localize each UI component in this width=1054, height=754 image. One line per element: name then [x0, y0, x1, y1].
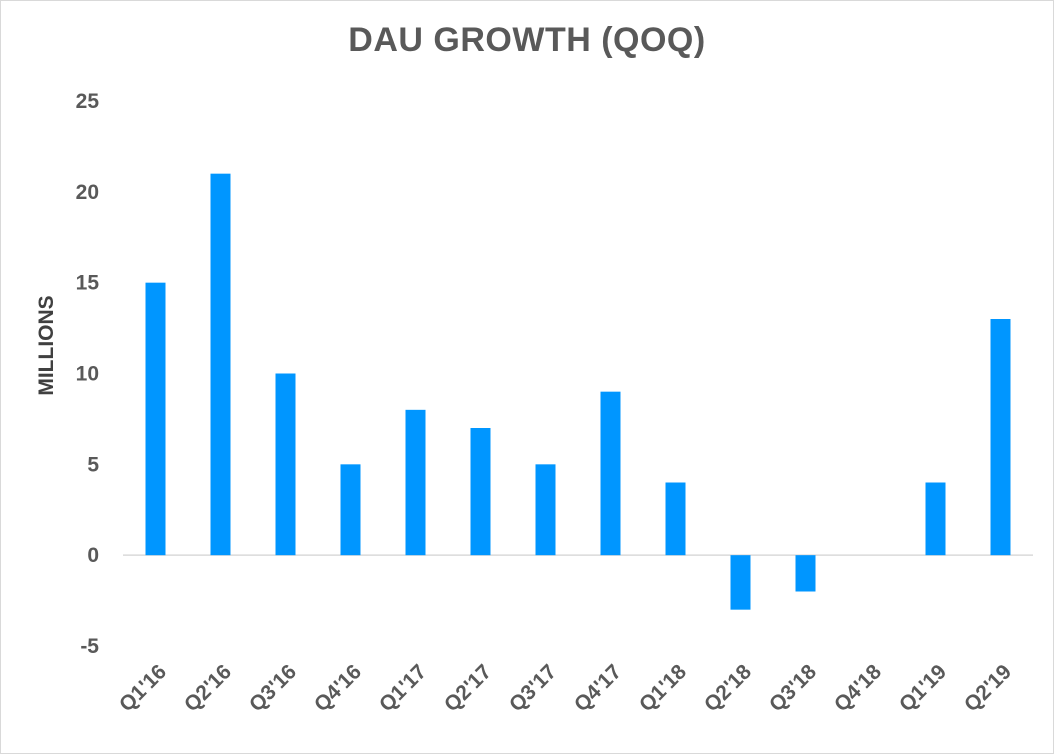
y-tick-label: 15	[76, 272, 100, 295]
bar-4	[405, 409, 426, 556]
bar-10	[795, 555, 816, 592]
x-tick-label: Q1'16	[115, 660, 171, 716]
x-tick-label: Q1'17	[375, 660, 431, 716]
bar-9	[730, 555, 751, 610]
chart-title: DAU GROWTH (QOQ)	[348, 21, 706, 59]
bar-7	[600, 391, 621, 556]
y-tick-label: 5	[87, 453, 99, 476]
x-tick-label: Q4'17	[570, 660, 626, 716]
bar-1	[210, 173, 231, 556]
y-tick-label: 0	[87, 544, 99, 567]
bar-13	[990, 319, 1011, 556]
x-tick-label: Q2'17	[440, 660, 496, 716]
x-tick-label: Q1'19	[895, 660, 951, 716]
bar-8	[665, 482, 686, 556]
x-tick-label: Q3'17	[505, 660, 561, 716]
x-tick-label: Q1'18	[635, 660, 691, 716]
bar-6	[535, 464, 556, 556]
x-tick-label: Q4'18	[830, 660, 886, 716]
y-tick-label: 25	[76, 90, 100, 113]
x-tick-label: Q3'18	[765, 660, 821, 716]
x-tick-label: Q2'16	[180, 660, 236, 716]
y-axis-title: MILLIONS	[35, 295, 58, 395]
bar-0	[145, 282, 166, 556]
bar-2	[275, 373, 296, 556]
x-tick-label: Q3'16	[245, 660, 301, 716]
bar-12	[925, 482, 946, 556]
y-tick-label: 20	[76, 181, 99, 204]
bar-3	[340, 464, 361, 556]
bar-5	[470, 428, 491, 556]
y-tick-label: -5	[80, 635, 99, 658]
x-tick-label: Q2'18	[700, 660, 756, 716]
x-tick-label: Q2'19	[960, 660, 1016, 716]
x-tick-label: Q4'16	[310, 660, 366, 716]
y-tick-label: 10	[76, 363, 99, 386]
